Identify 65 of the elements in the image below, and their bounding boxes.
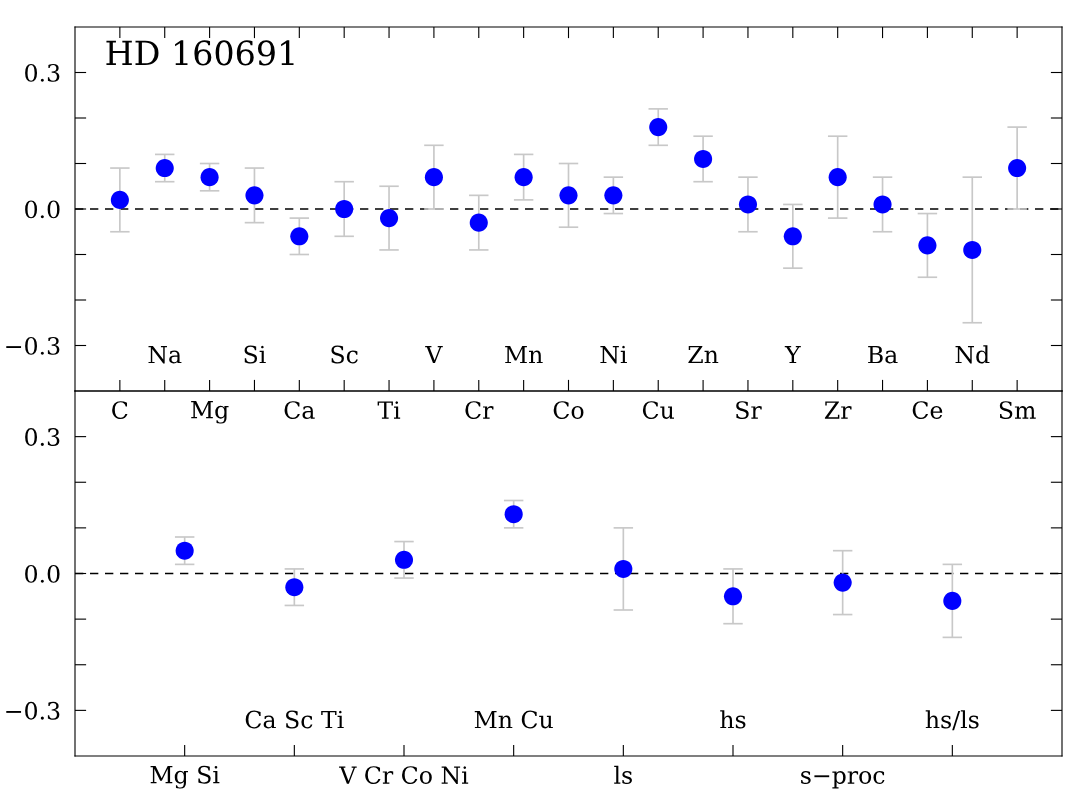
x-tick-label: Cu bbox=[642, 401, 674, 419]
point bbox=[200, 168, 219, 187]
x-tick-label: Zr bbox=[824, 401, 852, 419]
point bbox=[175, 541, 194, 560]
point bbox=[963, 240, 982, 259]
point bbox=[424, 168, 443, 187]
x-tick-label: Y bbox=[784, 345, 801, 364]
x-tick-label: s−proc bbox=[801, 771, 885, 789]
point bbox=[379, 209, 399, 228]
x-tick-label: Co bbox=[553, 401, 584, 419]
x-tick-label: Zn bbox=[688, 345, 719, 364]
point bbox=[290, 227, 309, 246]
x-tick-label: V bbox=[425, 345, 443, 364]
x-tick-label: Mn bbox=[505, 345, 543, 364]
x-tick-label: Ti bbox=[377, 401, 401, 419]
x-tick-label: Mg Si bbox=[150, 765, 220, 789]
point bbox=[918, 236, 937, 255]
point bbox=[694, 149, 713, 168]
annotation: HD 160691 bbox=[106, 40, 294, 66]
point bbox=[559, 186, 578, 205]
x-tick-label: hs bbox=[720, 710, 746, 729]
point bbox=[723, 587, 743, 606]
x-tick-label: Na bbox=[148, 345, 182, 364]
point bbox=[469, 213, 488, 232]
point bbox=[649, 118, 668, 137]
y-tick-label: 0.3 bbox=[25, 428, 60, 446]
x-tick-label: Ba bbox=[868, 345, 898, 364]
point bbox=[335, 199, 354, 219]
x-tick-label: Mg bbox=[191, 401, 229, 424]
x-tick-label: Ca Sc Ti bbox=[245, 710, 344, 729]
x-tick-label: Cr bbox=[465, 401, 494, 419]
x-tick-label: Sm bbox=[999, 401, 1036, 419]
point bbox=[943, 591, 962, 610]
y-tick-label: −0.3 bbox=[6, 701, 60, 720]
x-tick-label: Sc bbox=[331, 345, 358, 364]
x-tick-label: V Cr Co Ni bbox=[339, 766, 469, 784]
x-tick-label: Ni bbox=[600, 345, 627, 364]
y-tick-label: 0.3 bbox=[25, 63, 60, 82]
y-tick-label: 0.0 bbox=[25, 564, 60, 583]
x-tick-label: Ca bbox=[284, 401, 315, 419]
x-tick-label: Mn Cu bbox=[474, 710, 553, 729]
x-tick-label: ls bbox=[614, 765, 632, 784]
x-tick-label: Nd bbox=[955, 345, 990, 364]
point bbox=[504, 505, 523, 524]
point bbox=[394, 550, 414, 569]
point bbox=[828, 168, 847, 187]
point bbox=[1008, 159, 1027, 178]
x-tick-label: C bbox=[112, 401, 128, 419]
point bbox=[245, 186, 264, 205]
point bbox=[738, 195, 758, 214]
y-tick-label: 0.0 bbox=[25, 200, 60, 219]
point bbox=[155, 159, 174, 178]
x-tick-label: Sr bbox=[736, 401, 762, 419]
point bbox=[783, 227, 802, 246]
point bbox=[833, 573, 852, 592]
point bbox=[285, 578, 304, 597]
x-tick-label: Si bbox=[244, 345, 266, 364]
x-tick-label: Ce bbox=[912, 401, 943, 419]
point bbox=[110, 190, 129, 209]
point bbox=[514, 168, 533, 187]
point bbox=[604, 186, 623, 205]
point bbox=[873, 195, 892, 214]
x-tick-label: hs/ls bbox=[925, 710, 979, 731]
point bbox=[614, 559, 633, 578]
y-tick-label: −0.3 bbox=[6, 336, 60, 355]
